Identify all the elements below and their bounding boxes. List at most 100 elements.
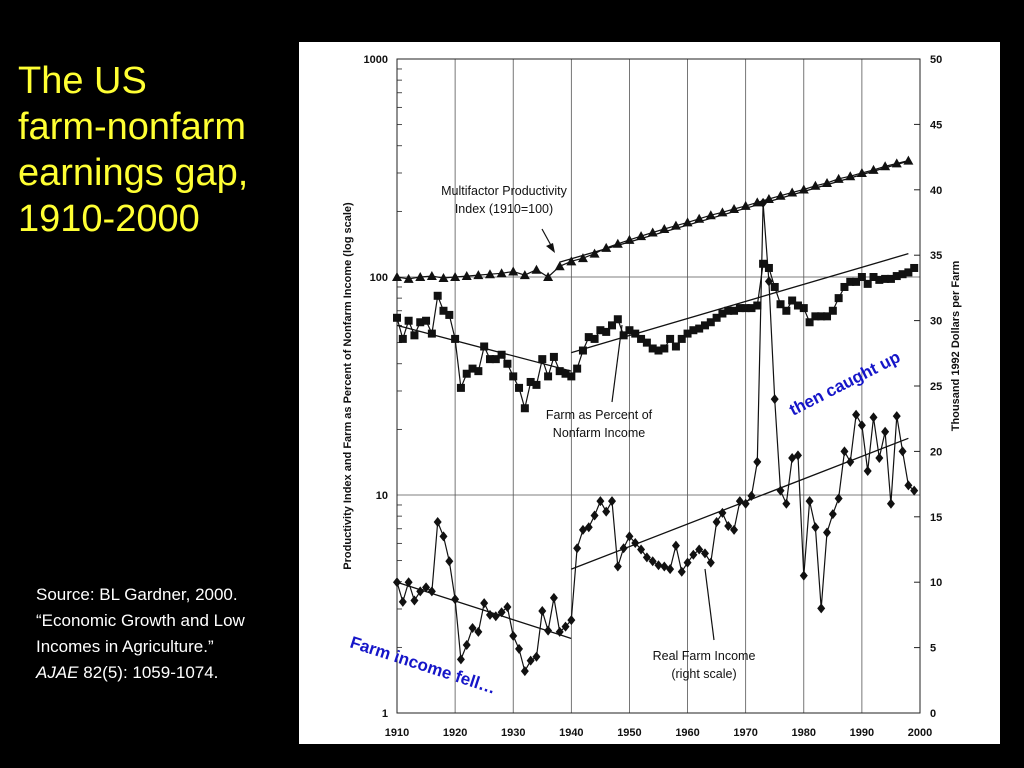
farm-pct-point <box>398 334 407 343</box>
farm-pct-point <box>805 318 814 327</box>
farm-pct-point <box>456 383 465 392</box>
real-income-point <box>735 496 744 507</box>
real-income-point <box>631 537 640 548</box>
y-right-tick-label: 20 <box>930 446 942 458</box>
slide-title-line: earnings gap, <box>18 152 249 194</box>
farm-pct-point <box>828 306 837 315</box>
farm-pct-point <box>695 324 704 333</box>
source-line: Incomes in Agriculture.” <box>36 637 214 656</box>
y-right-tick-label: 0 <box>930 708 936 720</box>
farm-pct-point <box>451 334 460 343</box>
productivity-point <box>473 270 484 280</box>
productivity-point <box>543 272 554 281</box>
source-volume: 82(5): 1059-1074. <box>78 663 219 682</box>
real-income-point <box>852 409 861 420</box>
x-tick-label: 1930 <box>501 727 525 739</box>
productivity-point <box>450 272 461 281</box>
axes: 1910 1920 1930 1940 1950 1960 1970 1980 1990 2000… <box>342 54 962 739</box>
real-income-point <box>700 548 709 559</box>
productivity-arrowhead <box>546 243 555 253</box>
real-income-point <box>439 531 448 542</box>
productivity-point <box>833 173 844 183</box>
real-income-point <box>573 543 582 554</box>
farm-pct-point <box>706 318 715 327</box>
productivity-point <box>787 187 798 197</box>
productivity-point <box>810 180 821 190</box>
real-income-point <box>468 622 477 633</box>
real-income-point <box>497 607 506 618</box>
real-income-point <box>549 592 558 603</box>
real-income-point <box>776 485 785 496</box>
real-income-point <box>561 621 570 632</box>
real-income-point <box>898 446 907 457</box>
productivity-point <box>705 210 716 220</box>
farm-pct-point <box>433 291 442 300</box>
real-income-point <box>462 639 471 650</box>
real-income-point <box>532 651 541 662</box>
farm-pct-point <box>654 346 663 355</box>
productivity-point <box>694 213 705 223</box>
real-income-point <box>491 611 500 622</box>
chart-panel: 1910 1920 1930 1940 1950 1960 1970 1980 1990 2000… <box>299 42 1000 744</box>
real-income-point <box>451 594 460 605</box>
farm-pct-point <box>735 304 744 313</box>
real-income-point <box>404 577 413 588</box>
productivity-point <box>519 270 530 280</box>
productivity-point <box>659 224 670 234</box>
productivity-point <box>636 231 647 241</box>
farm-pct-point <box>741 304 750 313</box>
real-income-point <box>480 598 489 609</box>
real-income-point <box>602 506 611 517</box>
productivity-point <box>612 238 623 248</box>
source-line: AJAE 82(5): 1059-1074. <box>36 660 296 686</box>
real-income-point <box>654 560 663 571</box>
productivity-annotation-line1: Multifactor Productivity <box>441 184 567 198</box>
farm-pct-point <box>683 329 692 338</box>
farm-pct-point <box>671 342 680 351</box>
y-left-tick-label: 1 <box>382 708 388 720</box>
real-income-point <box>846 456 855 467</box>
y-left-tick-label: 1000 <box>364 54 388 66</box>
real-income-point <box>515 643 524 654</box>
farm-pct-point <box>410 331 419 340</box>
real-income-point <box>881 426 890 437</box>
farm-pct-point <box>898 270 907 279</box>
productivity-annotation-line2: Index (1910=100) <box>455 202 553 216</box>
real-income-point <box>724 520 733 531</box>
productivity-series-line <box>396 160 909 280</box>
farm-pct-point <box>759 259 768 268</box>
farm-pct-point <box>724 306 733 315</box>
y-right-tick-label: 35 <box>930 250 942 262</box>
real-income-point <box>485 609 494 620</box>
y-right-axis-title: Thousand 1992 Dollars per Farm <box>950 261 962 432</box>
x-tick-label: 1910 <box>385 727 409 739</box>
farm-pct-point <box>590 334 599 343</box>
real-income-point <box>892 411 901 422</box>
real-income-point <box>608 496 617 507</box>
farm-pct-point <box>875 275 884 284</box>
productivity-point <box>403 273 414 283</box>
farm-pct-point <box>404 316 413 325</box>
productivity-point <box>392 272 402 281</box>
farm-pct-point <box>817 312 826 321</box>
real-income-point <box>828 509 837 520</box>
productivity-point <box>845 171 856 181</box>
series-layer <box>392 155 919 677</box>
y-right-tick-label: 25 <box>930 381 942 393</box>
farm-pct-point <box>544 372 553 381</box>
farm-pct-point <box>753 301 762 310</box>
x-tick-label: 1990 <box>850 727 874 739</box>
productivity-point <box>461 271 472 281</box>
real-income-point <box>410 595 419 606</box>
farm-pct-point <box>520 404 529 413</box>
real-income-point <box>811 522 820 533</box>
real-income-point <box>474 626 483 637</box>
farm-pct-point <box>648 344 657 353</box>
farm-pct-point <box>910 263 919 272</box>
farm-pct-point <box>823 312 832 321</box>
source-line: Source: BL Gardner, 2000. <box>36 585 238 604</box>
productivity-point <box>554 261 565 271</box>
farm-pct-point <box>584 333 593 342</box>
y-right-tick-label: 50 <box>930 54 942 66</box>
real-income-point <box>875 452 884 463</box>
